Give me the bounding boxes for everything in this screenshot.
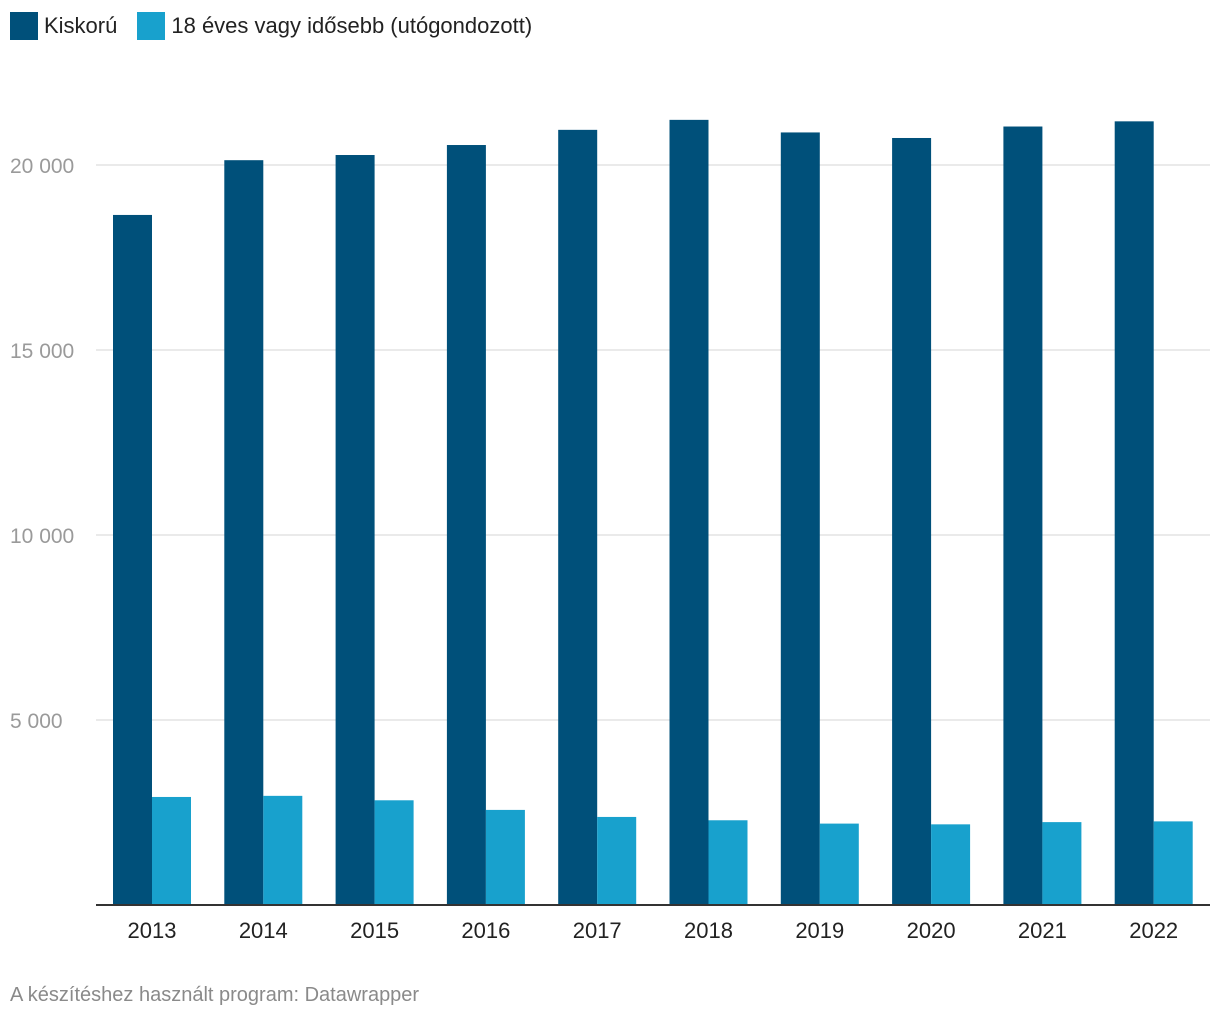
bar-kiskoru [1003,126,1043,905]
x-tick-label: 2013 [128,918,177,943]
bar-utogondozott [708,820,748,905]
bar-utogondozott [1153,821,1193,905]
bar-kiskoru [669,119,709,906]
x-tick-label: 2016 [461,918,510,943]
legend-label-kiskoru: Kiskorú [44,13,118,38]
bar-kiskoru [892,137,932,906]
bar-utogondozott [152,796,191,905]
bar-utogondozott [1042,822,1082,905]
x-tick-label: 2020 [907,918,956,943]
bar-kiskoru [113,214,152,905]
bar-kiskoru [335,155,375,905]
y-tick-label: 15 000 [10,340,74,363]
x-tick-label: 2014 [239,918,288,943]
legend-label-utogondozott: 18 éves vagy idősebb (utógondozott) [171,13,533,38]
x-tick-label: 2021 [1018,918,1067,943]
x-tick-label: 2019 [795,918,844,943]
bar-kiskoru [780,132,820,905]
legend-swatch-kiskoru [10,12,38,40]
legend: Kiskorú 18 éves vagy idősebb (utógondozo… [10,12,552,40]
bar-utogondozott [931,824,971,905]
bar-utogondozott [374,800,414,905]
bar-utogondozott [485,809,525,905]
x-tick-label: 2022 [1129,918,1178,943]
bar-utogondozott [819,823,859,905]
y-tick-label: 5 000 [10,710,63,733]
x-tick-label: 2015 [350,918,399,943]
x-tick-label: 2017 [573,918,622,943]
legend-swatch-utogondozott [137,12,166,40]
bar-kiskoru [224,160,264,905]
y-tick-label: 10 000 [10,525,74,548]
legend-item-kiskoru: Kiskorú [10,12,117,40]
source-credit: A készítéshez használt program: Datawrap… [10,984,420,1006]
bar-kiskoru [558,129,598,906]
bar-kiskoru [446,145,486,905]
y-tick-label: 20 000 [10,155,74,178]
x-tick-label: 2018 [684,918,733,943]
legend-item-utogondozott: 18 éves vagy idősebb (utógondozott) [137,12,532,40]
bar-utogondozott [263,795,303,905]
bar-utogondozott [597,816,637,905]
bar-kiskoru [1114,121,1154,906]
